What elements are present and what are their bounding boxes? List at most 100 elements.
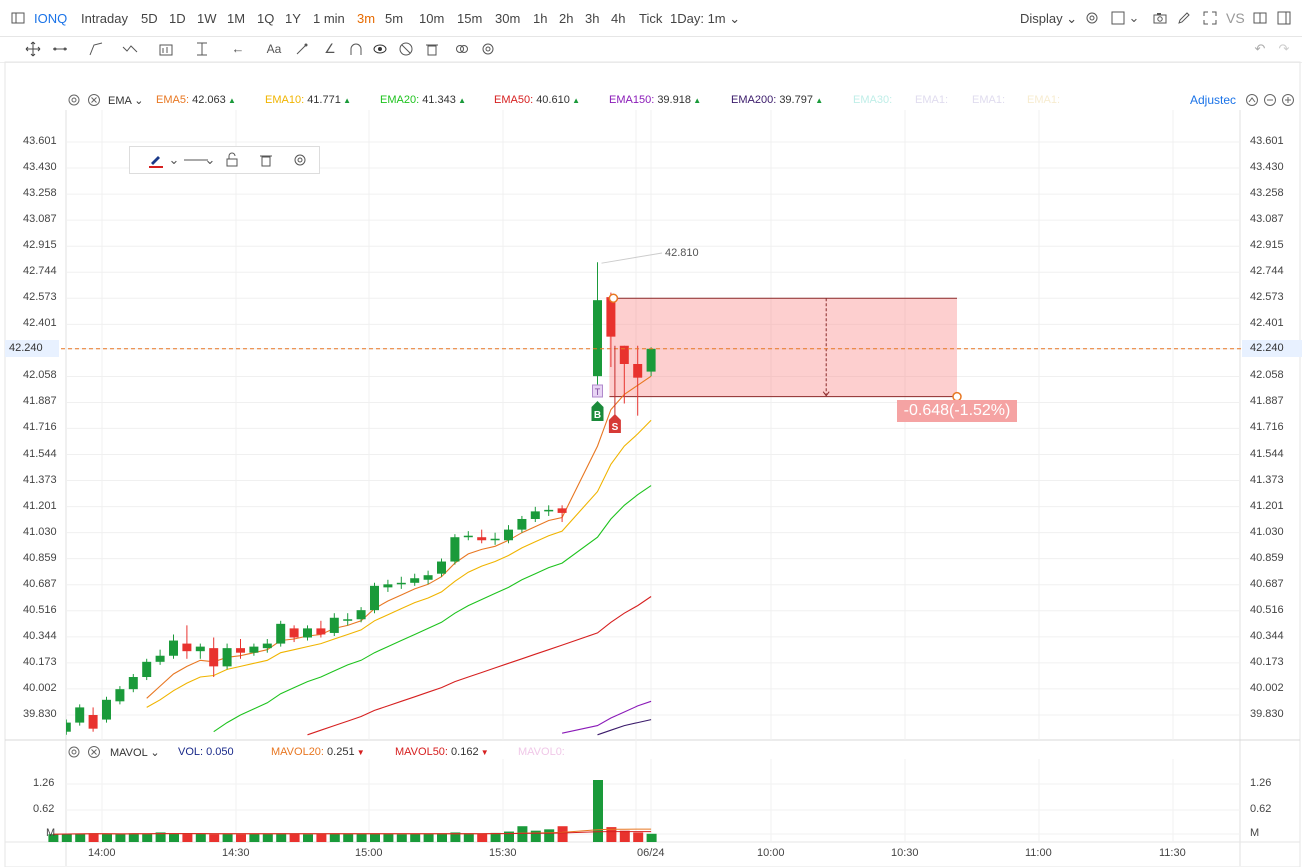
- candle[interactable]: [490, 538, 500, 541]
- timeframe-5d[interactable]: 5D: [141, 11, 158, 26]
- volume-bar[interactable]: [169, 833, 179, 842]
- vs-button[interactable]: VS: [1226, 10, 1245, 26]
- volume-bar[interactable]: [316, 833, 327, 842]
- volume-bar[interactable]: [423, 833, 434, 842]
- candle[interactable]: [557, 508, 567, 513]
- candle[interactable]: [75, 707, 85, 723]
- candle[interactable]: [396, 582, 406, 585]
- candle[interactable]: [437, 561, 446, 574]
- candle[interactable]: [517, 518, 527, 530]
- volume-bar[interactable]: [128, 833, 139, 842]
- volume-bar[interactable]: [236, 834, 246, 842]
- collapse-icon[interactable]: [1244, 92, 1260, 108]
- t-marker[interactable]: [592, 384, 603, 398]
- volume-bar[interactable]: [343, 833, 354, 842]
- hide-icon[interactable]: [398, 41, 414, 57]
- timeframe-5m[interactable]: 5m: [385, 11, 404, 26]
- pattern-tool-icon[interactable]: [158, 41, 174, 57]
- timeframe-1-min[interactable]: 1 min: [313, 11, 345, 26]
- candle[interactable]: [530, 511, 540, 519]
- candle[interactable]: [102, 699, 111, 720]
- sidebar-toggle-icon[interactable]: [10, 10, 26, 26]
- brush-tool-icon[interactable]: [294, 41, 310, 57]
- candle[interactable]: [316, 628, 326, 635]
- volume-bar[interactable]: [606, 827, 617, 842]
- volume-bar[interactable]: [463, 833, 474, 842]
- candle[interactable]: [169, 640, 178, 656]
- timeframe-2h[interactable]: 2h: [559, 11, 574, 26]
- line-tool-icon[interactable]: [52, 41, 68, 57]
- redo-icon[interactable]: ↷: [1278, 41, 1290, 56]
- fib-tool-icon[interactable]: [194, 41, 210, 57]
- candle[interactable]: [236, 648, 245, 653]
- timeframe-1w[interactable]: 1W: [197, 11, 217, 26]
- volume-bar[interactable]: [557, 826, 568, 842]
- volume-bar[interactable]: [370, 833, 380, 842]
- candle[interactable]: [48, 733, 57, 735]
- sell-marker[interactable]: [608, 414, 621, 433]
- trend-tool-icon[interactable]: [88, 41, 104, 57]
- volume-bar[interactable]: [544, 829, 555, 842]
- candle[interactable]: [383, 584, 393, 588]
- timeframe-15m[interactable]: 15m: [457, 11, 483, 26]
- plus-icon[interactable]: [1280, 92, 1296, 108]
- candle[interactable]: [62, 722, 71, 732]
- candle[interactable]: [450, 537, 460, 562]
- candle[interactable]: [356, 610, 366, 620]
- link-icon[interactable]: [454, 41, 470, 57]
- candle[interactable]: [249, 646, 259, 653]
- display-menu[interactable]: Display ⌄: [1020, 11, 1078, 26]
- candle[interactable]: [477, 537, 487, 541]
- volume-bar[interactable]: [209, 834, 220, 842]
- volume-bar[interactable]: [530, 830, 541, 842]
- range-box[interactable]: [609, 298, 957, 397]
- volume-bar[interactable]: [646, 833, 657, 842]
- wave-tool-icon[interactable]: [122, 41, 138, 57]
- volume-bar[interactable]: [48, 834, 59, 842]
- settings-icon[interactable]: [1084, 10, 1100, 26]
- volume-bar[interactable]: [619, 830, 630, 842]
- timeframe-intraday[interactable]: Intraday: [81, 11, 128, 26]
- timeframe-1d[interactable]: 1D: [169, 11, 186, 26]
- volume-bar[interactable]: [102, 833, 112, 842]
- timeframe-3h[interactable]: 3h: [585, 11, 600, 26]
- candle[interactable]: [619, 345, 629, 364]
- book-icon[interactable]: [1252, 10, 1268, 26]
- candle[interactable]: [88, 715, 98, 729]
- panel-icon[interactable]: [1276, 10, 1292, 26]
- candle[interactable]: [289, 628, 299, 638]
- candle[interactable]: [410, 578, 420, 583]
- volume-bar[interactable]: [437, 833, 447, 842]
- timeframe-4h[interactable]: 4h: [611, 11, 626, 26]
- volume-bar[interactable]: [593, 780, 603, 842]
- range-handle-start[interactable]: [608, 293, 619, 303]
- volume-bar[interactable]: [477, 833, 488, 842]
- chevron-down-icon[interactable]: ⌄: [168, 152, 180, 167]
- symbol-label[interactable]: IONQ: [34, 11, 68, 26]
- candle[interactable]: [195, 646, 205, 652]
- candle[interactable]: [142, 661, 152, 678]
- unlock-icon[interactable]: [224, 152, 240, 168]
- candle[interactable]: [155, 655, 165, 662]
- volume-bar[interactable]: [222, 833, 233, 842]
- close-icon[interactable]: [86, 744, 102, 760]
- volume-bar[interactable]: [276, 833, 287, 842]
- adjusted-label[interactable]: Adjustec: [1190, 93, 1237, 107]
- camera-icon[interactable]: [1152, 10, 1168, 26]
- candle[interactable]: [182, 643, 192, 652]
- volume-bar[interactable]: [88, 833, 99, 842]
- candle[interactable]: [593, 300, 602, 377]
- candle[interactable]: [262, 643, 272, 649]
- timeframe-tick[interactable]: Tick: [639, 11, 663, 26]
- volume-bar[interactable]: [115, 834, 126, 842]
- range-select[interactable]: 1Day: 1m ⌄: [670, 11, 741, 26]
- candle[interactable]: [423, 575, 433, 580]
- candle[interactable]: [276, 623, 286, 644]
- undo-icon[interactable]: ↶: [1254, 41, 1266, 56]
- timeframe-1m[interactable]: 1M: [227, 11, 246, 26]
- timeframe-10m[interactable]: 10m: [419, 11, 445, 26]
- move-cross-icon[interactable]: [25, 41, 41, 57]
- chevron-down-icon[interactable]: ⌄: [1128, 10, 1140, 25]
- layout-icon[interactable]: [1110, 10, 1126, 26]
- fullscreen-icon[interactable]: [1202, 10, 1218, 26]
